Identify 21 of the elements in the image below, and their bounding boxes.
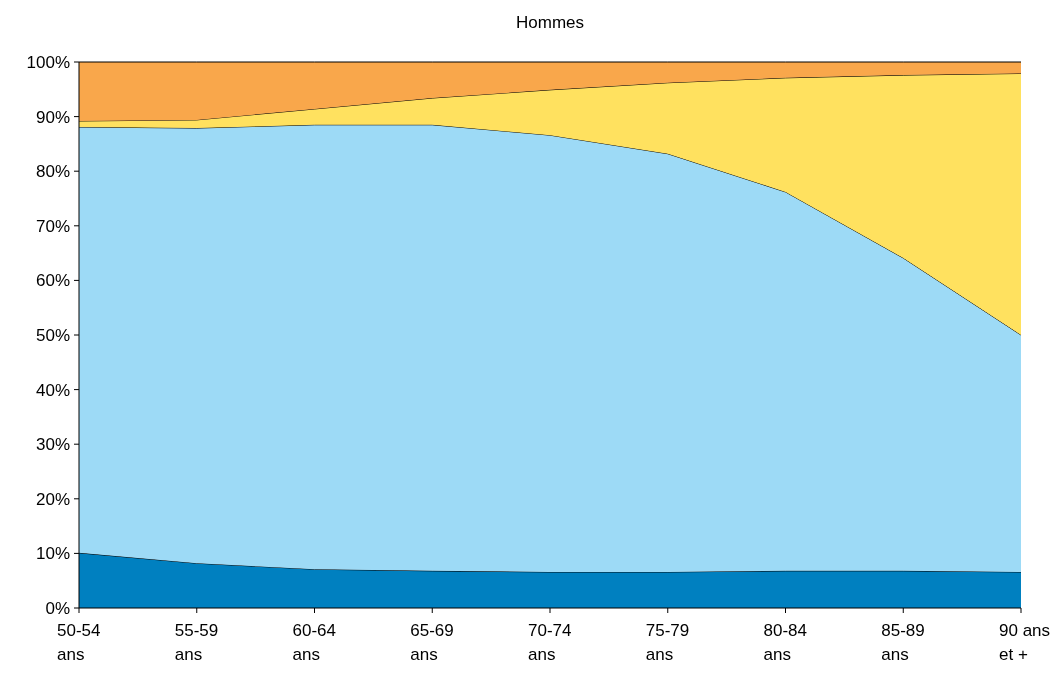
y-tick-label: 30% (35, 435, 70, 455)
x-tick-label: 50-54 ans (57, 621, 101, 664)
x-tick-label: 70-74 ans (528, 621, 572, 664)
y-tick-label: 10% (35, 544, 70, 564)
x-tick-label: 75-79 ans (645, 621, 690, 664)
y-tick-label: 0% (45, 598, 70, 618)
y-tick-label: 20% (35, 489, 70, 509)
y-tick-label: 40% (35, 380, 70, 400)
y-tick-label: 100% (26, 52, 70, 72)
x-tick-label: 85-89 ans (881, 621, 925, 664)
y-tick-label: 70% (35, 216, 70, 236)
x-tick-label: 65-69 ans (410, 621, 454, 664)
y-tick-label: 60% (35, 271, 70, 291)
x-tick-label: 60-64 ans (292, 621, 336, 664)
x-tick-label: 80-84 ans (763, 621, 807, 664)
y-tick-label: 90% (35, 107, 70, 127)
chart-title: Hommes (515, 13, 585, 32)
y-tick-label: 80% (35, 162, 70, 182)
x-tick-label: 90 ans et + (999, 621, 1051, 664)
y-tick-label: 50% (35, 325, 70, 345)
x-tick-label: 55-59 ans (174, 621, 219, 664)
